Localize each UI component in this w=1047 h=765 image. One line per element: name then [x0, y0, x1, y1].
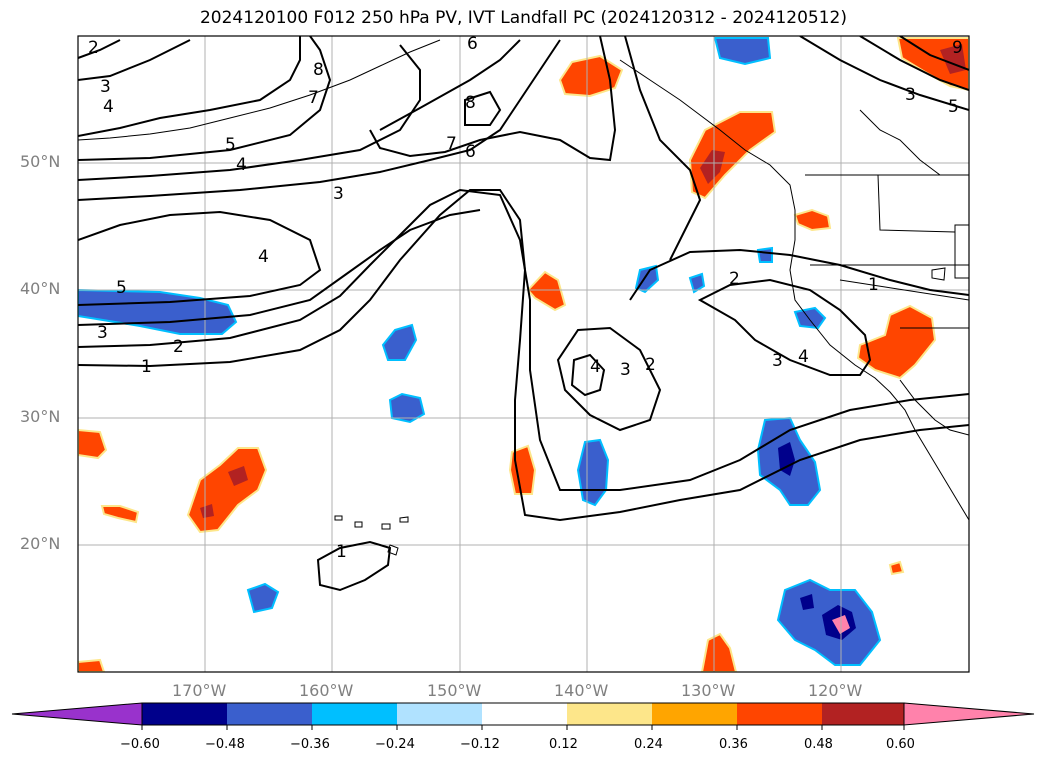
- contour-label: 6: [467, 34, 478, 54]
- contour-label: 3: [905, 85, 916, 105]
- colorbar-tick-label: 0.60: [886, 737, 915, 752]
- lon-label: 160°W: [299, 681, 354, 700]
- negative-anomaly: [688, 272, 706, 294]
- colorbar-segment: [312, 703, 397, 725]
- colorbar-extend-max: [903, 702, 1035, 726]
- pv-contours: [78, 36, 969, 592]
- negative-anomaly: [793, 306, 827, 330]
- positive-anomaly: [793, 208, 832, 232]
- contour-label: 3: [100, 77, 111, 97]
- colorbar-ticks: [141, 725, 905, 730]
- positive-anomaly: [700, 150, 725, 184]
- positive-anomaly: [228, 466, 248, 486]
- lon-label: 120°W: [808, 681, 863, 700]
- contour-label: 2: [173, 337, 184, 357]
- colorbar-tick-label: 0.12: [549, 737, 578, 752]
- positive-anomaly: [78, 658, 106, 672]
- colorbar-tick-label: 0.36: [719, 737, 748, 752]
- negative-anomaly: [246, 582, 280, 614]
- lon-label: 150°W: [427, 681, 482, 700]
- colorbar-segment: [822, 703, 904, 725]
- map-title: 2024120100 F012 250 hPa PV, IVT Landfall…: [199, 8, 847, 28]
- lon-label: 170°W: [172, 681, 227, 700]
- contour-label: 1: [336, 542, 347, 562]
- negative-anomaly: [381, 323, 418, 361]
- contour-label: 6: [465, 142, 476, 162]
- positive-anomaly: [558, 54, 624, 98]
- positive-anomaly: [508, 444, 537, 495]
- contour-label: 4: [590, 357, 601, 377]
- colorbar-segment: [737, 703, 822, 725]
- colorbar-segment: [482, 703, 567, 725]
- contour-label: 2: [645, 355, 656, 375]
- colorbar-tick-label: −0.48: [205, 737, 245, 752]
- contour-label: 4: [236, 155, 247, 175]
- map-frame: [77, 35, 970, 673]
- colorbar-segment: [567, 703, 652, 725]
- colorbar: [11, 702, 1035, 730]
- contour-label: 1: [868, 275, 879, 295]
- lat-label: 30°N: [20, 407, 61, 426]
- contour-label: 7: [446, 134, 457, 154]
- colorbar-segment: [227, 703, 312, 725]
- contour-label: 2: [729, 269, 740, 289]
- colorbar-tick-label: 0.24: [634, 737, 663, 752]
- colorbar-tick-label: −0.12: [460, 737, 500, 752]
- positive-anomaly: [688, 111, 777, 200]
- lat-label: 50°N: [20, 152, 61, 171]
- contour-label: 4: [798, 347, 809, 367]
- pv-contour-labels: 1 1 1 2 2 2 2 3 3 3 3 3 3 4 4 4 4 4 5 5 …: [88, 34, 963, 562]
- lon-label: 130°W: [681, 681, 736, 700]
- lat-label: 40°N: [20, 279, 61, 298]
- negative-anomaly: [800, 594, 814, 610]
- colorbar-tick-label: −0.60: [120, 737, 160, 752]
- pc-shading: [78, 37, 969, 672]
- contour-label: 8: [465, 93, 476, 113]
- contour-label: 9: [952, 38, 963, 58]
- colorbar-segment: [142, 703, 227, 725]
- positive-anomaly: [200, 504, 214, 518]
- contour-label: 4: [103, 97, 114, 117]
- colorbar-tick-label: 0.48: [804, 737, 833, 752]
- coastlines: [78, 39, 969, 556]
- positive-anomaly: [186, 447, 268, 534]
- negative-anomaly: [778, 442, 795, 476]
- positive-anomaly: [100, 505, 140, 524]
- negative-anomaly: [756, 246, 773, 263]
- negative-anomaly: [713, 37, 772, 66]
- contour-label: 5: [116, 278, 127, 298]
- colorbar-segment: [652, 703, 737, 725]
- negative-anomaly: [576, 438, 610, 507]
- positive-anomaly: [78, 428, 108, 460]
- positive-anomaly: [526, 270, 567, 312]
- lat-label: 20°N: [20, 534, 61, 553]
- positive-anomaly: [700, 632, 738, 672]
- colorbar-segment: [397, 703, 482, 725]
- colorbar-tick-label: −0.24: [375, 737, 415, 752]
- contour-label: 2: [88, 38, 99, 58]
- contour-label: 8: [313, 60, 324, 80]
- contour-label: 4: [258, 247, 269, 267]
- colorbar-tick-label: −0.36: [290, 737, 330, 752]
- contour-label: 1: [141, 357, 152, 377]
- contour-label: 3: [97, 323, 108, 343]
- contour-label: 5: [225, 135, 236, 155]
- contour-label: 5: [948, 97, 959, 117]
- contour-label: 3: [772, 351, 783, 371]
- colorbar-extend-min: [11, 702, 143, 726]
- contour-label: 3: [620, 360, 631, 380]
- positive-anomaly: [888, 560, 905, 576]
- gridlines: [78, 36, 969, 672]
- contour-label: 3: [333, 184, 344, 204]
- positive-anomaly: [856, 304, 937, 380]
- contour-label: 7: [308, 88, 319, 108]
- colorbar-frame: [141, 702, 905, 726]
- lon-label: 140°W: [554, 681, 609, 700]
- negative-anomaly: [634, 264, 660, 294]
